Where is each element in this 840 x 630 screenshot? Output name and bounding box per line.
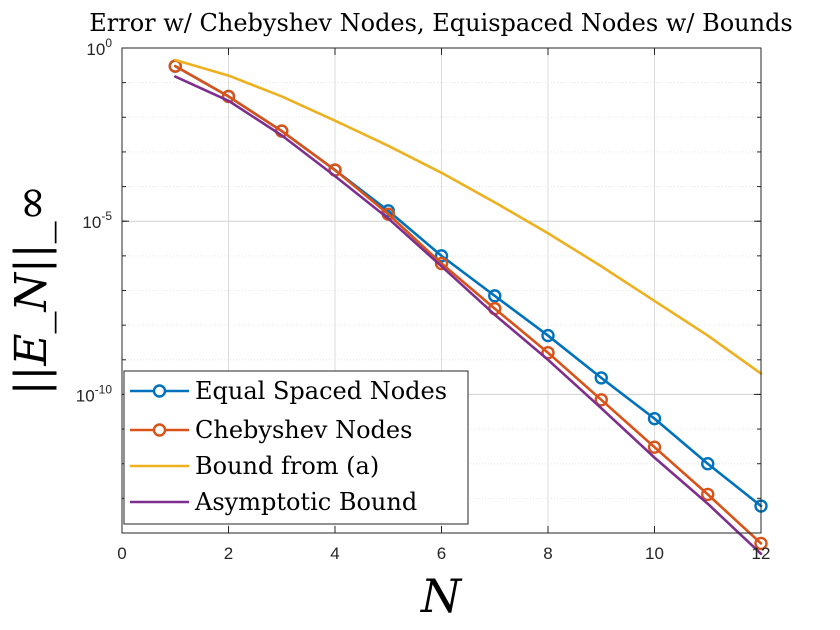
data-point (488, 289, 502, 303)
legend: Equal Spaced Nodes Chebyshev Nodes Bound f… (123, 370, 469, 525)
legend-label: Chebyshev Nodes (195, 416, 412, 444)
data-point (541, 328, 555, 343)
data-point (754, 536, 768, 551)
legend-marker (152, 423, 167, 437)
legend-entry: Bound from (a) (130, 452, 379, 480)
x-tick-label: 6 (437, 544, 446, 563)
data-point (594, 371, 608, 385)
series-line (173, 58, 763, 375)
y-tick-label: 10-10 (76, 382, 113, 405)
legend-entry: Asymptotic Bound (130, 488, 417, 516)
axis-ticks: 100 10-5 10-10 0 2 4 6 8 10 12 (76, 36, 771, 563)
x-tick-label: 0 (117, 544, 126, 563)
legend-entry: Chebyshev Nodes (130, 416, 412, 444)
legend-label: Asymptotic Bound (194, 488, 417, 516)
legend-label: Bound from (a) (195, 452, 379, 480)
data-series (168, 58, 768, 556)
x-tick-label: 2 (224, 544, 233, 563)
series-line (173, 64, 763, 545)
x-tick-label: 10 (645, 544, 664, 563)
series-bound-from-a- (173, 58, 763, 375)
x-tick-label: 4 (330, 544, 339, 563)
chart-title: Error w/ Chebyshev Nodes, Equispaced Nod… (89, 9, 793, 37)
data-point (594, 393, 608, 407)
series-asymptotic-bound (173, 75, 763, 556)
data-point (647, 440, 662, 454)
y-axis-label: ||E_N||_∞ (6, 185, 57, 396)
legend-label: Equal Spaced Nodes (195, 377, 447, 405)
data-point (647, 411, 662, 426)
legend-entry: Equal Spaced Nodes (130, 377, 447, 405)
legend-marker (152, 384, 167, 398)
data-point (434, 256, 449, 271)
y-tick-label: 10-5 (82, 209, 112, 232)
data-point (701, 457, 715, 471)
data-point (701, 487, 715, 502)
x-axis-label: N (420, 569, 463, 623)
x-tick-label: 8 (543, 544, 552, 563)
data-point (434, 249, 449, 263)
y-tick-label: 100 (86, 36, 112, 59)
legend-box (123, 370, 469, 525)
x-tick-label: 12 (752, 544, 771, 563)
series-line (173, 75, 763, 556)
